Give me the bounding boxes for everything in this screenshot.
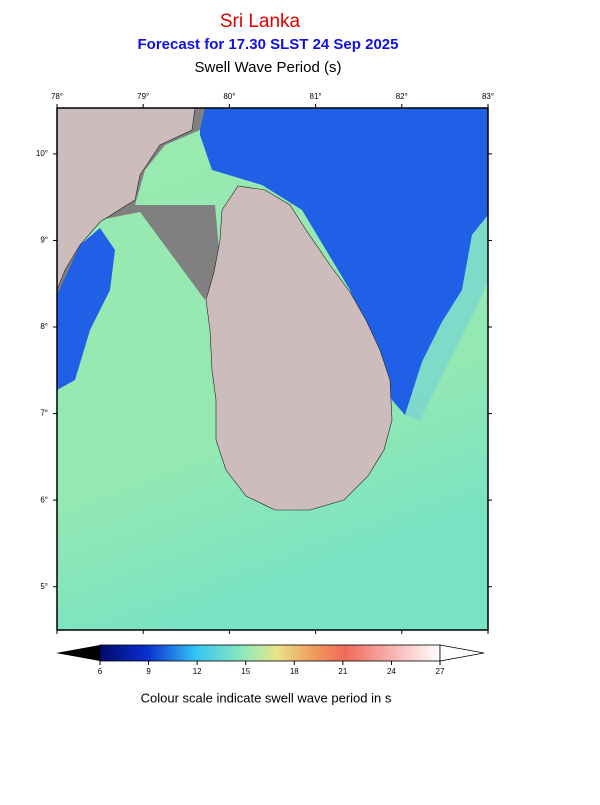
lon-tick-label: 78°	[51, 92, 63, 101]
map-area	[57, 108, 488, 630]
lat-tick-label: 8°	[40, 322, 48, 331]
variable-label: Swell Wave Period (s)	[195, 59, 342, 76]
sri-lanka-land	[205, 185, 393, 511]
colorbar	[99, 644, 441, 662]
india-land	[57, 108, 196, 291]
map-frame	[56, 107, 489, 631]
lat-tick-label: 5°	[40, 582, 48, 591]
colorbar-tick-label: 21	[338, 667, 347, 676]
colorbar-low-arrow	[56, 645, 100, 661]
lon-tick-label: 81°	[310, 92, 322, 101]
colorbar-high-arrow	[439, 644, 485, 662]
lat-tick-label: 10°	[36, 149, 48, 158]
title: Sri Lanka	[220, 11, 301, 32]
subtitle: Forecast for 17.30 SLST 24 Sep 2025	[138, 36, 399, 53]
colorbar-tick-label: 18	[290, 667, 299, 676]
colorbar-tick-label: 12	[193, 667, 202, 676]
deep-swell-zone	[200, 108, 488, 415]
west-blue-zone	[57, 228, 115, 390]
lon-tick-label: 80°	[223, 92, 235, 101]
lon-tick-label: 82°	[396, 92, 408, 101]
colorbar-tick-label: 9	[146, 667, 151, 676]
colorbar-caption: Colour scale indicate swell wave period …	[141, 690, 392, 705]
colorbar-tick-label: 15	[241, 667, 250, 676]
lat-tick-label: 7°	[40, 409, 48, 418]
lon-tick-label: 79°	[137, 92, 149, 101]
lat-tick-label: 9°	[40, 236, 48, 245]
lon-tick-label: 83°	[482, 92, 494, 101]
colorbar-tick-label: 6	[98, 667, 103, 676]
transition-zone	[405, 215, 488, 420]
lat-tick-label: 6°	[40, 495, 48, 504]
colorbar-tick-label: 24	[387, 667, 396, 676]
colorbar-tick-label: 27	[436, 667, 445, 676]
